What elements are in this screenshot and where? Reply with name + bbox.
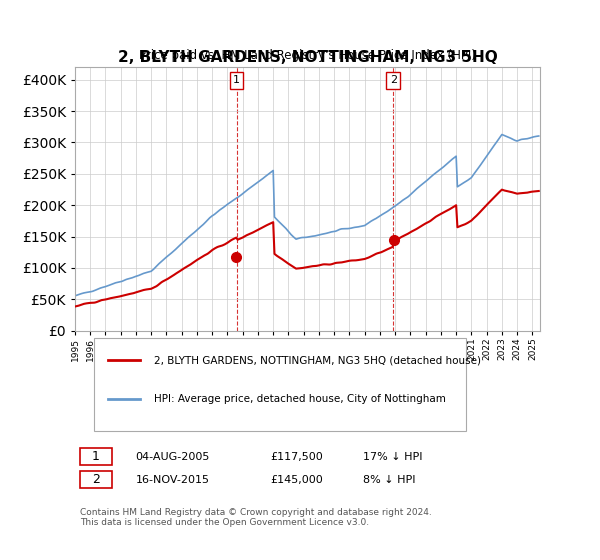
Text: 8% ↓ HPI: 8% ↓ HPI [364, 475, 416, 485]
Text: 04-AUG-2005: 04-AUG-2005 [136, 452, 210, 461]
Text: £117,500: £117,500 [270, 452, 323, 461]
Text: HPI: Average price, detached house, City of Nottingham: HPI: Average price, detached house, City… [154, 394, 446, 404]
Text: 1: 1 [92, 450, 100, 463]
FancyBboxPatch shape [80, 448, 112, 465]
Text: 2: 2 [390, 76, 397, 85]
FancyBboxPatch shape [80, 471, 112, 488]
Text: Contains HM Land Registry data © Crown copyright and database right 2024.
This d: Contains HM Land Registry data © Crown c… [80, 508, 431, 527]
Title: 2, BLYTH GARDENS, NOTTINGHAM, NG3 5HQ: 2, BLYTH GARDENS, NOTTINGHAM, NG3 5HQ [118, 50, 497, 64]
Text: 1: 1 [233, 76, 240, 85]
Text: £145,000: £145,000 [270, 475, 323, 485]
Text: 2, BLYTH GARDENS, NOTTINGHAM, NG3 5HQ (detached house): 2, BLYTH GARDENS, NOTTINGHAM, NG3 5HQ (d… [154, 355, 481, 365]
Text: Price paid vs. HM Land Registry's House Price Index (HPI): Price paid vs. HM Land Registry's House … [139, 49, 476, 62]
Text: 2: 2 [92, 473, 100, 486]
Text: 16-NOV-2015: 16-NOV-2015 [136, 475, 209, 485]
FancyBboxPatch shape [94, 338, 466, 431]
Text: 17% ↓ HPI: 17% ↓ HPI [364, 452, 423, 461]
